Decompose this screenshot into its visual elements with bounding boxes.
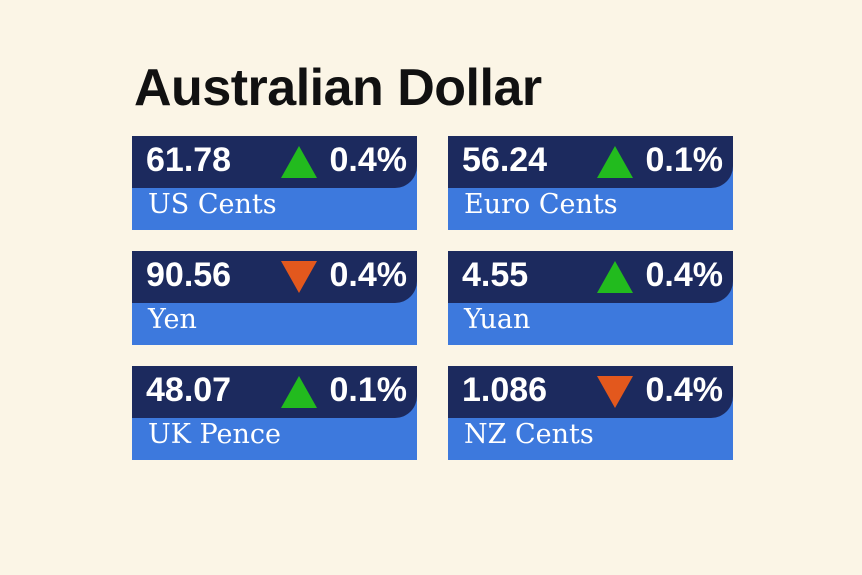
currency-label: Euro Cents	[464, 189, 618, 220]
rate-card-header	[448, 366, 733, 418]
up-triangle-icon	[597, 146, 633, 178]
rate-change: 0.4%	[645, 256, 724, 294]
rate-value: 4.55	[462, 256, 529, 294]
rate-change: 0.4%	[645, 371, 724, 409]
rate-change: 0.1%	[329, 371, 408, 409]
rate-value: 56.24	[462, 141, 548, 179]
rate-card-header	[448, 136, 733, 188]
rate-value: 90.56	[146, 256, 232, 294]
up-triangle-icon	[597, 261, 633, 293]
up-triangle-icon	[281, 376, 317, 408]
currency-label: Yuan	[464, 304, 531, 335]
down-triangle-icon	[281, 261, 317, 293]
rate-card-uk-pence: 48.07 0.1% UK Pence	[132, 366, 417, 460]
rate-card-yuan: 4.55 0.4% Yuan	[448, 251, 733, 345]
rate-card-euro-cents: 56.24 0.1% Euro Cents	[448, 136, 733, 230]
rate-card-header	[132, 136, 417, 188]
currency-label: UK Pence	[148, 419, 281, 450]
rate-value: 48.07	[146, 371, 232, 409]
currency-label: US Cents	[148, 189, 277, 220]
rate-card-header	[448, 251, 733, 303]
page-title: Australian Dollar	[134, 59, 542, 117]
rate-value: 1.086	[462, 371, 548, 409]
rate-card-us-cents: 61.78 0.4% US Cents	[132, 136, 417, 230]
rate-card-yen: 90.56 0.4% Yen	[132, 251, 417, 345]
currency-label: Yen	[148, 304, 197, 335]
currency-label: NZ Cents	[464, 419, 594, 450]
down-triangle-icon	[597, 376, 633, 408]
rate-change: 0.1%	[645, 141, 724, 179]
rate-change: 0.4%	[329, 141, 408, 179]
rate-change: 0.4%	[329, 256, 408, 294]
rate-value: 61.78	[146, 141, 232, 179]
rate-card-header	[132, 251, 417, 303]
rate-card-nz-cents: 1.086 0.4% NZ Cents	[448, 366, 733, 460]
up-triangle-icon	[281, 146, 317, 178]
rate-card-header	[132, 366, 417, 418]
